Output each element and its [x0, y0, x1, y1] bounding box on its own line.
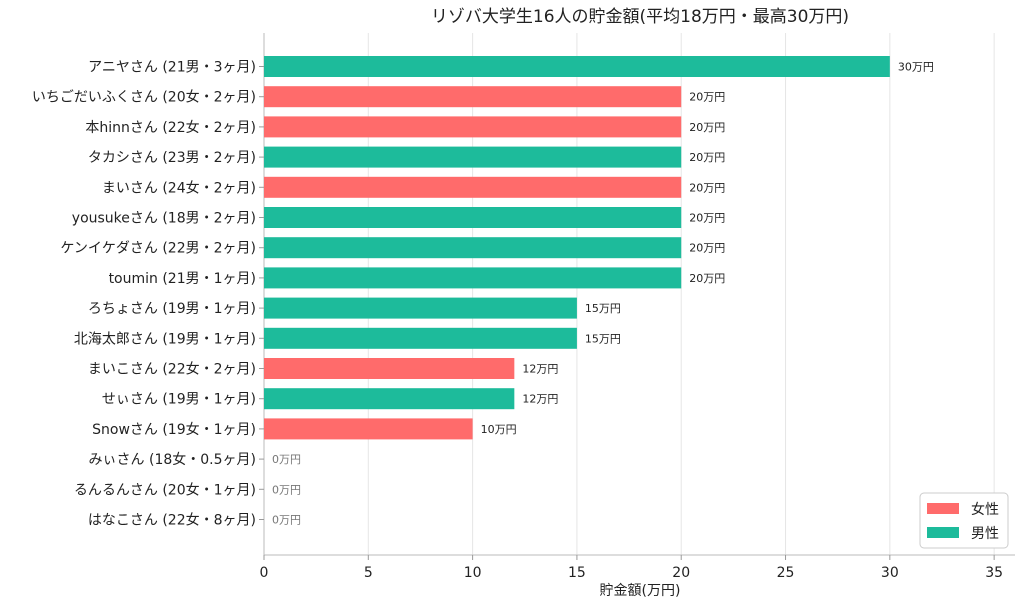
bar [264, 86, 682, 108]
legend-swatch-male [927, 527, 959, 538]
category-label: タカシさん (23男・2ヶ月) [88, 150, 256, 166]
chart-title: リゾバ大学生16人の貯金額(平均18万円・最高30万円) [431, 7, 849, 27]
x-tick-label: 20 [672, 565, 690, 581]
category-label: yousukeさん (18男・2ヶ月) [72, 211, 256, 227]
grid-lines [367, 33, 995, 555]
bar [264, 207, 682, 228]
value-label: 20万円 [689, 212, 725, 225]
category-label: いちごだいふくさん (20女・2ヶ月) [32, 89, 256, 106]
value-label: 20万円 [689, 151, 725, 164]
bar [264, 418, 473, 440]
x-tick-label: 15 [568, 565, 586, 581]
category-label: まいこさん (22女・2ヶ月) [88, 361, 256, 378]
bar [264, 176, 682, 198]
value-label: 20万円 [689, 242, 725, 255]
legend-swatch-female [927, 503, 959, 514]
bar [264, 388, 515, 410]
axes [263, 33, 1015, 556]
category-label: せぃさん (19男・1ヶ月) [102, 392, 256, 408]
bar [264, 237, 682, 259]
value-label: 30万円 [898, 61, 934, 74]
category-label: ケンイケダさん (22男・2ヶ月) [60, 241, 256, 257]
x-tick-label: 5 [364, 565, 373, 581]
value-label: 0万円 [272, 453, 301, 466]
bar [264, 267, 682, 289]
category-label: toumin (21男・1ヶ月) [109, 271, 256, 287]
bar [264, 56, 890, 77]
category-label: みぃさん (18女・0.5ヶ月) [89, 451, 256, 468]
x-tick-label: 25 [777, 565, 795, 581]
bar [264, 146, 682, 168]
x-tick-label: 0 [260, 565, 269, 581]
x-axis-label: 貯金額(万円) [600, 583, 681, 599]
legend-label-female: 女性 [971, 501, 999, 518]
category-label: 本hinnさん (22女・2ヶ月) [85, 119, 256, 136]
x-tick-label: 35 [985, 565, 1003, 581]
bar [264, 327, 577, 349]
value-labels: 30万円 20万円 20万円 20万円 20万円 20万円 20万円 20万円 15万円 15万円… [272, 61, 934, 527]
value-label: 0万円 [272, 514, 301, 527]
value-label: 20万円 [689, 181, 725, 194]
value-label: 15万円 [585, 302, 621, 315]
x-tick-label: 30 [881, 565, 899, 581]
value-label: 20万円 [689, 272, 725, 285]
category-label: るんるんさん (20女・1ヶ月) [74, 481, 256, 498]
legend-label-male: 男性 [971, 526, 999, 542]
value-label: 20万円 [689, 91, 725, 104]
value-label: 10万円 [481, 423, 517, 436]
category-labels: アニヤさん (21男・3ヶ月) いちごだいふくさん (20女・2ヶ月) 本hinnさ… [32, 60, 264, 529]
bars [264, 56, 890, 440]
value-label: 0万円 [272, 483, 301, 496]
category-label: はなこさん (22女・8ヶ月) [88, 512, 256, 529]
category-label: Snowさん (19女・1ヶ月) [92, 421, 256, 438]
x-tick-label: 10 [464, 565, 482, 581]
category-label: アニヤさん (21男・3ヶ月) [88, 60, 256, 76]
category-label: 北海太郎さん (19男・1ヶ月) [74, 331, 256, 347]
value-label: 15万円 [585, 332, 621, 345]
value-label: 20万円 [689, 121, 725, 134]
value-label: 12万円 [522, 393, 558, 406]
x-tick-labels: 0 5 10 15 20 25 30 35 [260, 555, 1003, 581]
legend: 女性 男性 [919, 492, 1009, 549]
bar [264, 116, 682, 138]
value-label: 12万円 [522, 363, 558, 376]
bar [264, 358, 515, 379]
bar [264, 297, 577, 319]
category-label: ろちょさん (19男・1ヶ月) [88, 301, 256, 317]
category-label: まいさん (24女・2ヶ月) [102, 179, 256, 196]
